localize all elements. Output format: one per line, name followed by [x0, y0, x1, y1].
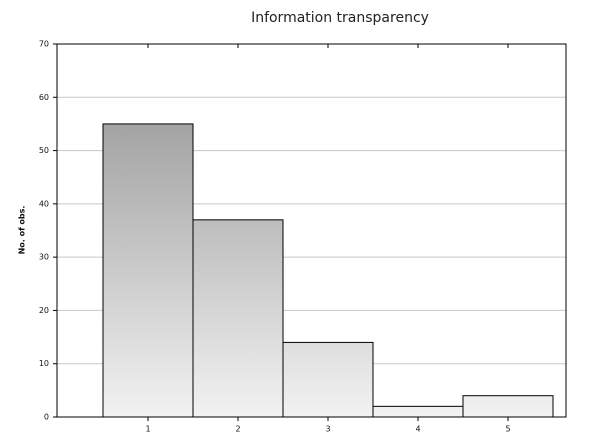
bar	[192, 219, 284, 418]
y-tick-label: 0	[44, 413, 49, 422]
y-tick-label: 50	[39, 146, 49, 155]
chart-title: Information transparency	[251, 10, 429, 26]
x-tick-label: 4	[415, 425, 420, 434]
y-tick-label: 20	[39, 306, 49, 315]
x-tick-label: 1	[145, 425, 150, 434]
y-tick-label: 30	[39, 253, 49, 262]
x-tick-label: 5	[505, 425, 510, 434]
y-tick-label: 10	[39, 359, 49, 368]
bar	[282, 341, 374, 418]
bar	[102, 123, 194, 418]
bar	[372, 405, 464, 418]
bar	[462, 395, 554, 418]
x-tick-label: 2	[235, 425, 240, 434]
x-tick-label: 3	[325, 425, 330, 434]
plot-frame	[56, 43, 567, 418]
y-axis-label: No. of obs.	[18, 206, 27, 255]
y-tick-label: 70	[39, 40, 49, 49]
y-tick-label: 40	[39, 199, 49, 208]
y-tick-label: 60	[39, 93, 49, 102]
